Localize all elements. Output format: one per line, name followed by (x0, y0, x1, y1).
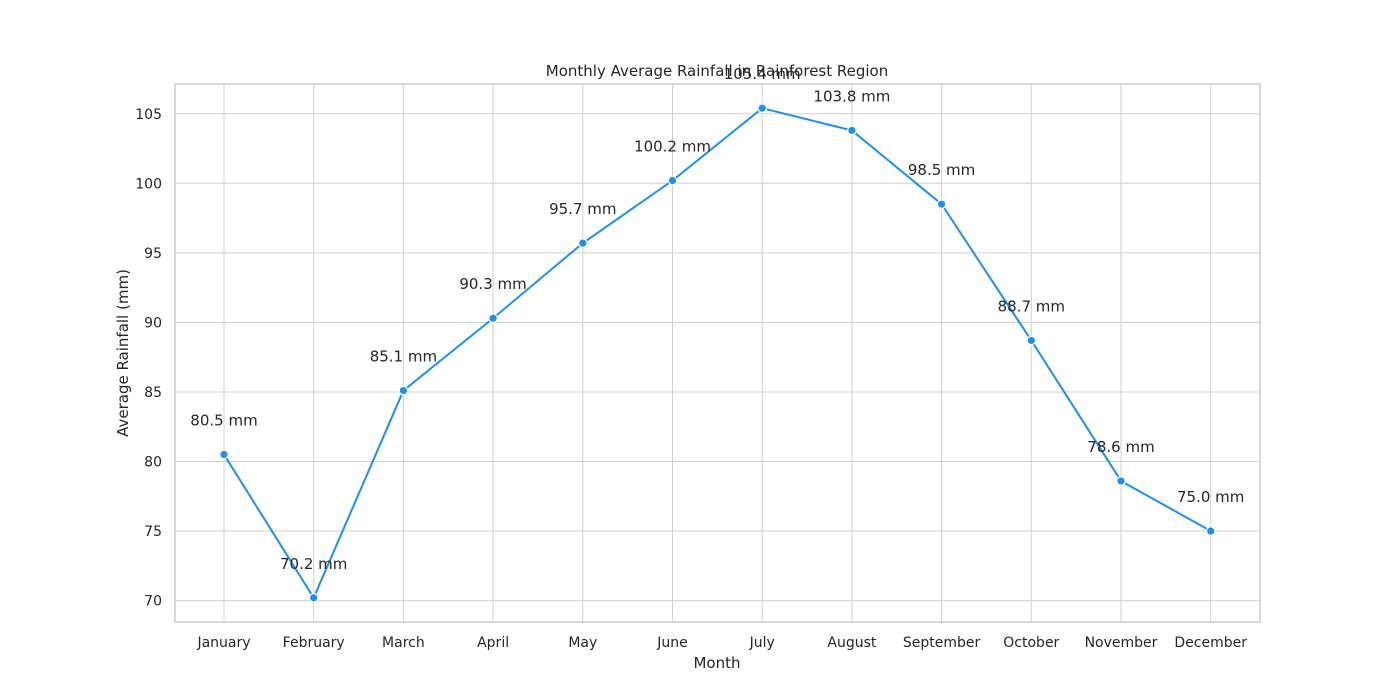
data-label: 98.5 mm (908, 161, 975, 179)
data-label: 103.8 mm (813, 87, 890, 105)
plot-frame (174, 83, 1261, 623)
data-point (577, 238, 588, 248)
y-tick-label: 85 (144, 385, 162, 401)
y-tick-label: 100 (135, 176, 162, 192)
x-tick-label: January (196, 635, 250, 651)
x-tick-label: May (568, 635, 597, 651)
data-point (1026, 335, 1037, 346)
y-tick-labels: 70 75 80 85 90 95 100 105 (135, 107, 162, 610)
data-point (936, 199, 947, 209)
grid-layer (175, 84, 1260, 622)
data-point (488, 313, 498, 324)
data-label: 88.7 mm (998, 297, 1065, 315)
data-label: 95.7 mm (549, 200, 616, 218)
data-label: 80.5 mm (190, 412, 257, 430)
data-point (398, 385, 409, 396)
y-axis-label: Average Rainfall (mm) (114, 269, 132, 437)
series-layer (219, 103, 1216, 603)
data-point (757, 103, 767, 114)
x-tick-label: March (382, 635, 425, 651)
y-tick-label: 75 (144, 524, 162, 540)
data-point (308, 592, 319, 603)
data-point (667, 175, 678, 186)
data-label: 75.0 mm (1177, 488, 1244, 506)
data-label: 70.2 mm (280, 555, 347, 573)
series-line (223, 107, 1212, 600)
data-point (1205, 526, 1216, 536)
x-tick-label: July (749, 635, 775, 651)
data-labels: 80.5 mm 70.2 mm 85.1 mm 90.3 mm 95.7 mm 100.2… (190, 65, 1244, 573)
data-point (219, 449, 229, 460)
x-tick-label: February (283, 635, 345, 651)
x-axis-label: Month (693, 654, 740, 672)
y-tick-label: 70 (144, 594, 162, 610)
y-tick-label: 80 (144, 454, 162, 470)
data-point (1116, 476, 1126, 486)
x-tick-label: November (1085, 635, 1158, 651)
x-tick-label: June (656, 635, 688, 651)
data-label: 105.4 mm (724, 65, 801, 83)
x-tick-label: August (827, 635, 877, 651)
data-point (847, 125, 857, 136)
y-tick-label: 90 (144, 315, 162, 331)
x-tick-label: October (1003, 635, 1059, 651)
x-tick-label: September (903, 635, 981, 651)
data-label: 78.6 mm (1087, 438, 1154, 456)
data-label: 90.3 mm (459, 275, 526, 293)
data-label: 100.2 mm (634, 138, 711, 156)
data-label: 85.1 mm (370, 348, 437, 366)
y-tick-label: 95 (144, 246, 162, 262)
x-tick-label: April (477, 635, 509, 651)
x-tick-labels: January February March April May June July Augu… (196, 635, 1247, 651)
y-tick-label: 105 (135, 107, 162, 123)
chart-title: Monthly Average Rainfall in Rainforest R… (546, 62, 888, 80)
x-tick-label: December (1174, 635, 1247, 651)
